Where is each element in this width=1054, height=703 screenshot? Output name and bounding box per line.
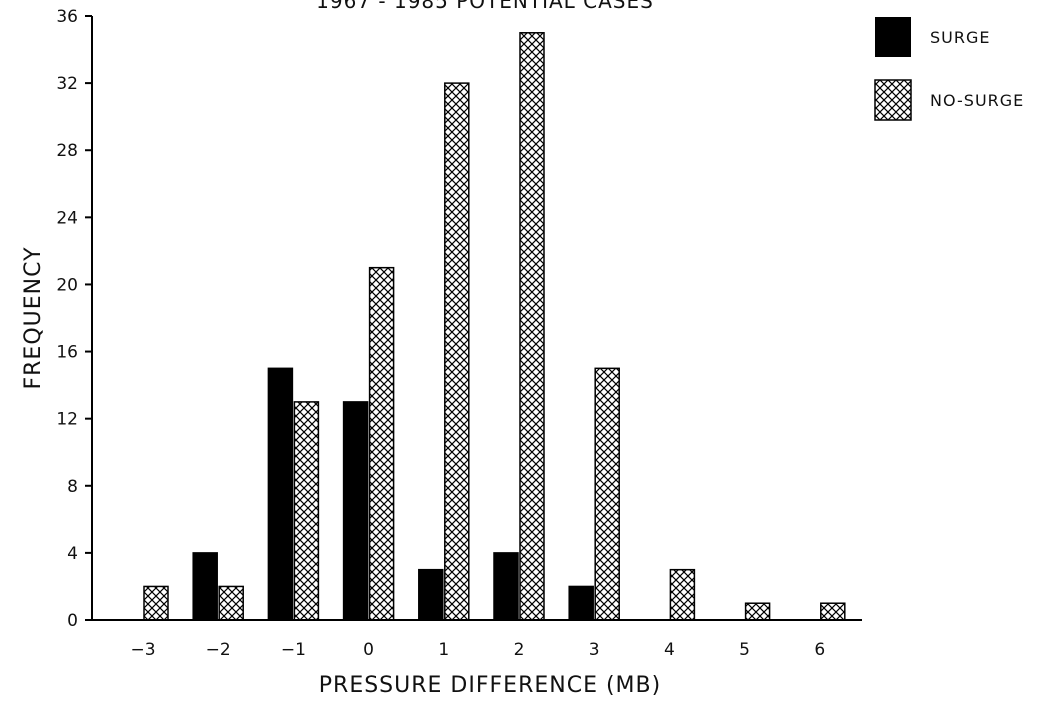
y-tick-label: 32 bbox=[56, 74, 78, 94]
x-tick-label: −3 bbox=[130, 640, 155, 660]
legend-swatch-surge bbox=[875, 17, 911, 57]
surge-bar bbox=[192, 552, 218, 621]
y-tick-label: 16 bbox=[56, 343, 78, 363]
y-tick-label: 4 bbox=[67, 544, 78, 564]
y-tick-label: 36 bbox=[56, 7, 78, 27]
no-surge-bar bbox=[444, 82, 470, 621]
y-tick-label: 20 bbox=[56, 275, 78, 295]
no-surge-bar bbox=[368, 266, 395, 621]
no-surge-bar bbox=[519, 32, 545, 621]
y-tick-label: 8 bbox=[67, 477, 78, 497]
x-tick-label: 2 bbox=[514, 640, 525, 660]
x-tick-label: 0 bbox=[363, 640, 374, 660]
no-surge-bar bbox=[669, 568, 696, 621]
legend-swatch-no-surge bbox=[874, 79, 912, 121]
y-tick-label: 24 bbox=[56, 208, 78, 228]
surge-bar bbox=[342, 401, 369, 621]
surge-bar bbox=[267, 367, 294, 621]
no-surge-bar bbox=[143, 585, 169, 621]
x-axis-title: PRESSURE DIFFERENCE (MB) bbox=[319, 673, 661, 698]
legend-label-surge: SURGE bbox=[930, 28, 991, 47]
y-tick-label: 0 bbox=[67, 611, 78, 631]
x-tick-label: −1 bbox=[281, 640, 306, 660]
x-tick-label: 5 bbox=[739, 640, 750, 660]
bars bbox=[143, 32, 846, 621]
y-axis-ticks: 0 4 8 12 16 20 24 28 32 36 bbox=[56, 7, 92, 631]
x-axis-ticks: −3 −2 −1 0 1 2 3 4 5 6 bbox=[130, 640, 825, 660]
x-tick-label: 1 bbox=[438, 640, 449, 660]
no-surge-bar bbox=[293, 401, 320, 621]
surge-bar bbox=[418, 568, 444, 621]
no-surge-bar bbox=[594, 367, 620, 621]
chart-title: 1967 - 1985 POTENTIAL CASES bbox=[316, 0, 654, 13]
y-tick-label: 28 bbox=[56, 141, 78, 161]
surge-bar bbox=[493, 552, 519, 621]
x-tick-label: 4 bbox=[664, 640, 675, 660]
y-tick-label: 12 bbox=[56, 410, 78, 430]
legend-label-no-surge: NO-SURGE bbox=[930, 91, 1024, 110]
x-tick-label: −2 bbox=[206, 640, 231, 660]
legend: SURGE NO-SURGE bbox=[874, 17, 1024, 121]
no-surge-bar bbox=[744, 602, 771, 621]
surge-bar bbox=[568, 585, 594, 621]
y-axis-title: FREQUENCY bbox=[21, 246, 46, 389]
no-surge-bar bbox=[820, 602, 846, 621]
no-surge-bar bbox=[218, 585, 244, 621]
x-tick-label: 6 bbox=[814, 640, 825, 660]
x-tick-label: 3 bbox=[589, 640, 600, 660]
